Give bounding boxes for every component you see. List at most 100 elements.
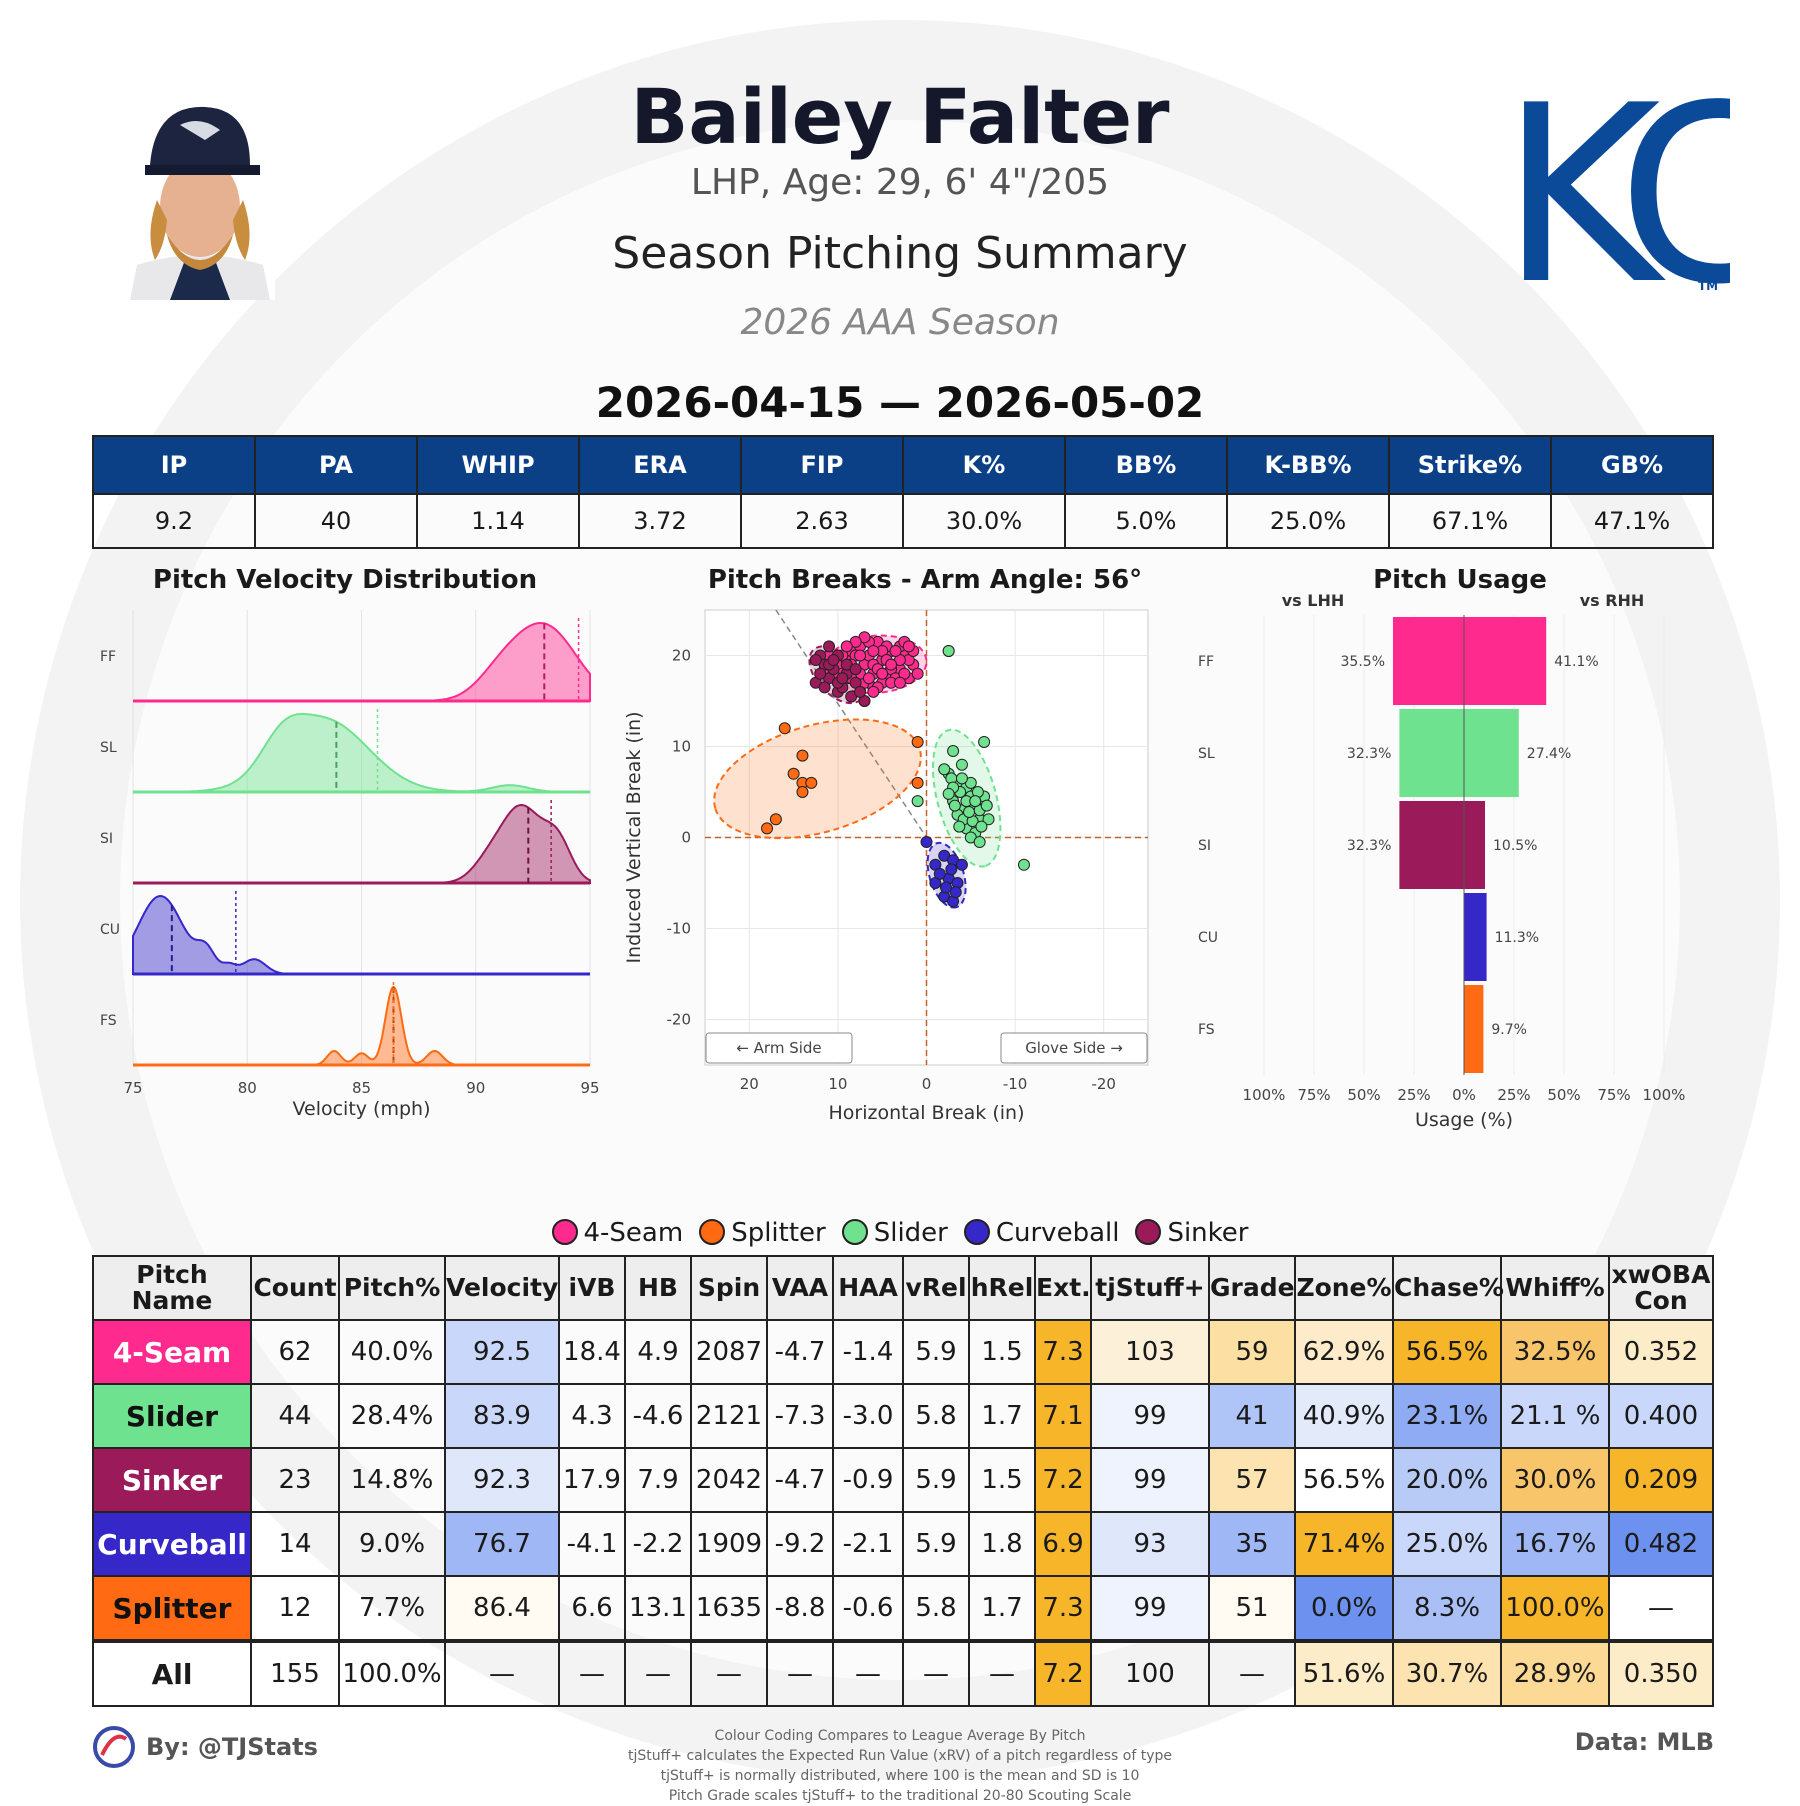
pitch-table-cell: -4.7 bbox=[766, 1319, 834, 1385]
break-point-FS bbox=[911, 776, 924, 789]
usage-row-label: FS bbox=[1198, 1022, 1215, 1038]
break-point-FF bbox=[889, 644, 902, 657]
pitch-table-cell: 13.1 bbox=[624, 1575, 692, 1642]
usage-x-axis-label: Usage (%) bbox=[1415, 1109, 1513, 1131]
pitch-table-cell: 23.1% bbox=[1392, 1383, 1502, 1449]
pitch-table-cell: -2.2 bbox=[624, 1511, 692, 1577]
pitch-table-cell: 1.5 bbox=[968, 1447, 1036, 1513]
break-point-CU bbox=[933, 867, 946, 880]
pitch-table-cell: 7.2 bbox=[1034, 1639, 1092, 1707]
svg-text:TM: TM bbox=[1698, 279, 1718, 293]
usage-label-lhh: 35.5% bbox=[1341, 654, 1385, 670]
breaks-x-tick: -10 bbox=[1003, 1075, 1028, 1093]
pitch-table-cell: 5.9 bbox=[902, 1319, 970, 1385]
tjstats-logo-icon bbox=[93, 1726, 135, 1768]
pitch-table-cell: 4.9 bbox=[624, 1319, 692, 1385]
break-point-FS bbox=[805, 776, 818, 789]
pitch-table-cell: 71.4% bbox=[1294, 1511, 1394, 1577]
footer-note: Colour Coding Compares to League Average… bbox=[714, 1728, 1086, 1744]
break-point-SL bbox=[938, 763, 951, 776]
pitch-metrics-table: Pitch Name Count Pitch% Velocity iVB HB Spin VA… bbox=[92, 1255, 1714, 1707]
pitch-name-cell: Slider bbox=[92, 1383, 252, 1449]
pitch-table-cell: 1.5 bbox=[968, 1319, 1036, 1385]
pitch-table-cell: — bbox=[444, 1639, 560, 1707]
pitch-table-cell: 7.9 bbox=[624, 1447, 692, 1513]
legend-label: 4-Seam bbox=[583, 1218, 684, 1248]
velocity-row-label: SL bbox=[100, 740, 117, 756]
pitch-table-cell: 14.8% bbox=[338, 1447, 446, 1513]
break-point-SL bbox=[969, 795, 982, 808]
break-point-SL bbox=[947, 745, 960, 758]
break-point-SI bbox=[823, 640, 836, 653]
pitch-table-cell: 99 bbox=[1090, 1447, 1210, 1513]
pitch-name-cell: Splitter bbox=[92, 1575, 252, 1642]
usage-bar-rhh-CU bbox=[1464, 893, 1487, 981]
pitch-table-cell: 0.400 bbox=[1608, 1383, 1714, 1449]
pitch-table-cell: 5.9 bbox=[902, 1511, 970, 1577]
breaks-y-tick: 20 bbox=[672, 647, 691, 665]
pitch-table-cell: 0.0% bbox=[1294, 1575, 1394, 1642]
pitch-table-cell: — bbox=[624, 1639, 692, 1707]
pitch-table-cell: -8.8 bbox=[766, 1575, 834, 1642]
pitch-table-header-cell: Count bbox=[250, 1255, 340, 1321]
usage-tick-label: 0% bbox=[1452, 1086, 1476, 1104]
pitch-table-cell: -0.9 bbox=[832, 1447, 904, 1513]
breaks-x-tick: -20 bbox=[1091, 1075, 1116, 1093]
break-point-SL bbox=[955, 772, 968, 785]
break-point-SL bbox=[942, 644, 955, 657]
pitch-table-cell: 25.0% bbox=[1392, 1511, 1502, 1577]
pitch-table-cell: 2121 bbox=[690, 1383, 768, 1449]
stat-header: WHIP bbox=[416, 435, 580, 495]
break-point-SL bbox=[953, 820, 966, 833]
usage-label-rhh: 11.3% bbox=[1495, 930, 1539, 946]
break-point-FS bbox=[761, 822, 774, 835]
stat-value: 47.1% bbox=[1550, 493, 1714, 549]
glove-side-box bbox=[1000, 1032, 1148, 1064]
arm-side-label: ← Arm Side bbox=[736, 1039, 821, 1057]
break-point-FF bbox=[862, 672, 875, 685]
pitch-table-cell: -2.1 bbox=[832, 1511, 904, 1577]
velocity-row-label: CU bbox=[100, 922, 120, 938]
break-point-FS bbox=[787, 767, 800, 780]
usage-row-label: FF bbox=[1198, 654, 1214, 670]
usage-label-rhh: 41.1% bbox=[1554, 654, 1598, 670]
pitch-table-cell: 99 bbox=[1090, 1383, 1210, 1449]
usage-label-rhh: 10.5% bbox=[1493, 838, 1537, 854]
velocity-tick-label: 75 bbox=[123, 1079, 142, 1097]
usage-label-lhh: 32.3% bbox=[1347, 746, 1391, 762]
pitch-table-cell: 93 bbox=[1090, 1511, 1210, 1577]
breaks-y-tick: 10 bbox=[672, 738, 691, 756]
pitch-table-cell: 28.4% bbox=[338, 1383, 446, 1449]
velocity-density-SL bbox=[133, 713, 590, 793]
pitch-table-cell: 7.7% bbox=[338, 1575, 446, 1642]
velocity-tick-label: 95 bbox=[580, 1079, 599, 1097]
pitch-table-row: Sinker 23 14.8% 92.3 17.9 7.9 2042 -4.7 -0.9 5.9 1… bbox=[92, 1447, 1714, 1513]
pitch-table-cell: 18.4 bbox=[558, 1319, 626, 1385]
pitch-table-cell: 51 bbox=[1208, 1575, 1296, 1642]
pitch-table-cell: 16.7% bbox=[1500, 1511, 1610, 1577]
legend-item: Curveball bbox=[963, 1218, 1120, 1248]
pitch-table-header-cell: HB bbox=[624, 1255, 692, 1321]
velocity-tick-label: 90 bbox=[466, 1079, 485, 1097]
usage-row-label: CU bbox=[1198, 930, 1218, 946]
legend-label: Curveball bbox=[995, 1218, 1120, 1248]
pitch-table-cell: 6.9 bbox=[1034, 1511, 1092, 1577]
stat-value: 3.72 bbox=[578, 493, 742, 549]
pitch-table-cell: 76.7 bbox=[444, 1511, 560, 1577]
usage-row-label: SL bbox=[1198, 746, 1215, 762]
breaks-x-tick: 20 bbox=[740, 1075, 759, 1093]
pitch-table-cell: 51.6% bbox=[1294, 1639, 1394, 1707]
legend-swatch bbox=[841, 1219, 868, 1245]
break-point-FF bbox=[902, 640, 915, 653]
pitch-name-cell: Sinker bbox=[92, 1447, 252, 1513]
breaks-chart-title: Pitch Breaks - Arm Angle: 56° bbox=[707, 565, 1143, 595]
stat-value: 40 bbox=[254, 493, 418, 549]
usage-bar-lhh-SI bbox=[1399, 801, 1464, 889]
pitch-table-cell: 1909 bbox=[690, 1511, 768, 1577]
pitch-table-cell: 2042 bbox=[690, 1447, 768, 1513]
usage-bar-rhh-SL bbox=[1464, 709, 1519, 797]
pitch-table-cell: 103 bbox=[1090, 1319, 1210, 1385]
pitch-table-cell: — bbox=[902, 1639, 970, 1707]
break-point-SL bbox=[942, 787, 955, 800]
break-point-FS bbox=[778, 722, 791, 735]
